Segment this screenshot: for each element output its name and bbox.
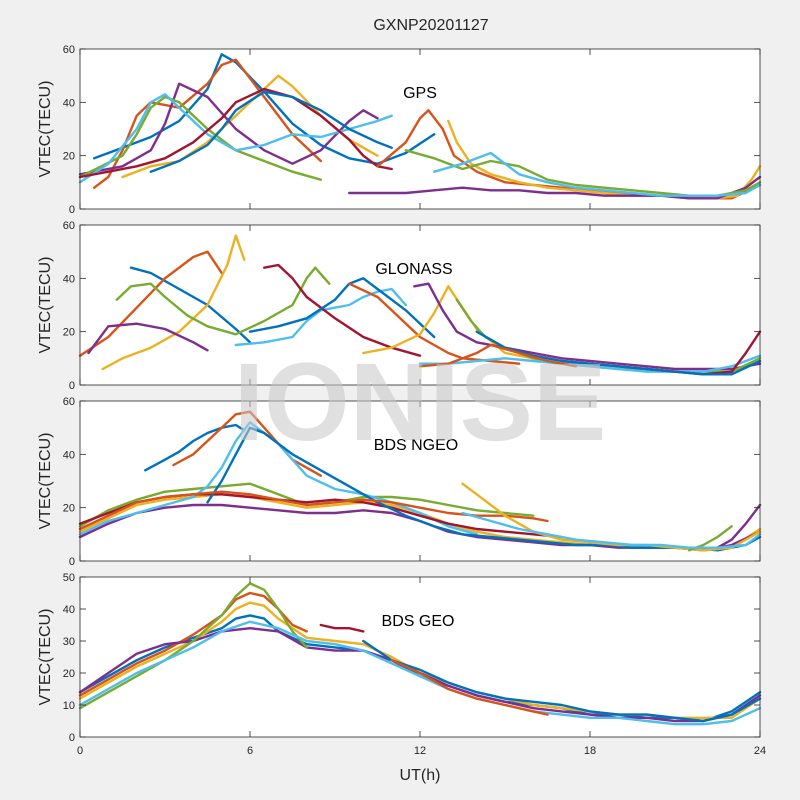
series-line-9 [447, 119, 762, 200]
series-line-9 [362, 285, 535, 360]
y-tick-label: 0 [69, 204, 75, 216]
series-line-5 [234, 287, 407, 347]
series-group [78, 582, 762, 726]
y-tick-label: 20 [63, 668, 75, 680]
x-tick-label: 24 [754, 745, 766, 757]
y-axis-label: VTEC(TECU) [37, 257, 54, 354]
series-line-3 [78, 82, 379, 176]
y-tick-label: 60 [63, 44, 75, 56]
plot-area [80, 49, 760, 209]
panel-label: BDS GEO [382, 613, 455, 630]
y-tick-label: 60 [63, 396, 75, 408]
series-line-12 [418, 354, 762, 373]
series-line-5 [78, 620, 762, 726]
x-tick-label: 0 [77, 745, 83, 757]
y-tick-label: 40 [63, 97, 75, 109]
y-tick-label: 10 [63, 700, 75, 712]
plot-area [80, 577, 760, 737]
x-tick-label: 6 [247, 745, 253, 757]
x-tick-label: 18 [584, 745, 596, 757]
series-line-4 [115, 266, 331, 336]
y-tick-label: 0 [69, 556, 75, 568]
series-line-12 [433, 151, 762, 197]
series-line-3 [87, 322, 209, 355]
y-axis-label: VTEC(TECU) [37, 81, 54, 178]
plot-area [80, 401, 760, 561]
series-line-8 [78, 490, 549, 531]
figure-title: GXNP20201127 [373, 17, 488, 34]
series-group [78, 53, 762, 200]
panel-0: 0 20 40 60 VTEC(TECU) GPS [37, 44, 762, 216]
y-tick-label: 0 [69, 380, 75, 392]
series-line-0 [129, 266, 252, 344]
series-group [78, 410, 762, 552]
series-line-4 [78, 582, 308, 710]
series-line-5 [78, 421, 478, 536]
y-axis-label: VTEC(TECU) [37, 609, 54, 706]
y-tick-label: 20 [63, 503, 75, 515]
series-line-12 [461, 511, 762, 549]
series-line-10 [413, 282, 762, 371]
series-line-7 [362, 639, 762, 723]
series-line-8 [390, 659, 549, 716]
series-line-10 [716, 503, 762, 549]
y-tick-label: 40 [63, 604, 75, 616]
y-tick-label: 40 [63, 273, 75, 285]
y-tick-label: 0 [69, 732, 75, 744]
panel-3: 0 6 12 18 24 0 10 20 30 40 50 VTEC(TECU) BDS GEO [37, 572, 766, 757]
panel-label: BDS NGEO [374, 437, 458, 454]
plot-area [80, 225, 760, 385]
series-line-1 [93, 58, 322, 189]
series-line-6 [319, 623, 365, 633]
series-line-6 [78, 87, 393, 179]
series-line-7 [149, 90, 393, 173]
series-group [78, 234, 762, 376]
panel-1: 0 20 40 60 VTEC(TECU) GLONASS [37, 220, 762, 392]
series-line-0 [144, 423, 246, 472]
series-line-10 [348, 175, 762, 200]
series-line-15 [418, 343, 577, 368]
series-line-4 [78, 95, 322, 181]
panel-label: GLONASS [375, 261, 452, 278]
y-tick-label: 60 [63, 220, 75, 232]
series-line-14 [475, 330, 762, 376]
y-tick-label: 20 [63, 327, 75, 339]
x-axis-label: UT(h) [400, 767, 441, 784]
series-line-1 [78, 250, 223, 357]
x-tick-label: 12 [414, 745, 426, 757]
y-tick-label: 50 [63, 572, 75, 584]
panel-2: 0 20 40 60 VTEC(TECU) BDS NGEO [37, 396, 762, 568]
y-tick-label: 40 [63, 449, 75, 461]
watermark-text: IONISE [234, 341, 607, 464]
panel-label: GPS [403, 85, 437, 102]
series-line-9 [461, 482, 762, 552]
y-axis-label: VTEC(TECU) [37, 433, 54, 530]
series-line-5 [78, 93, 393, 184]
y-tick-label: 30 [63, 636, 75, 648]
y-tick-label: 20 [63, 151, 75, 163]
